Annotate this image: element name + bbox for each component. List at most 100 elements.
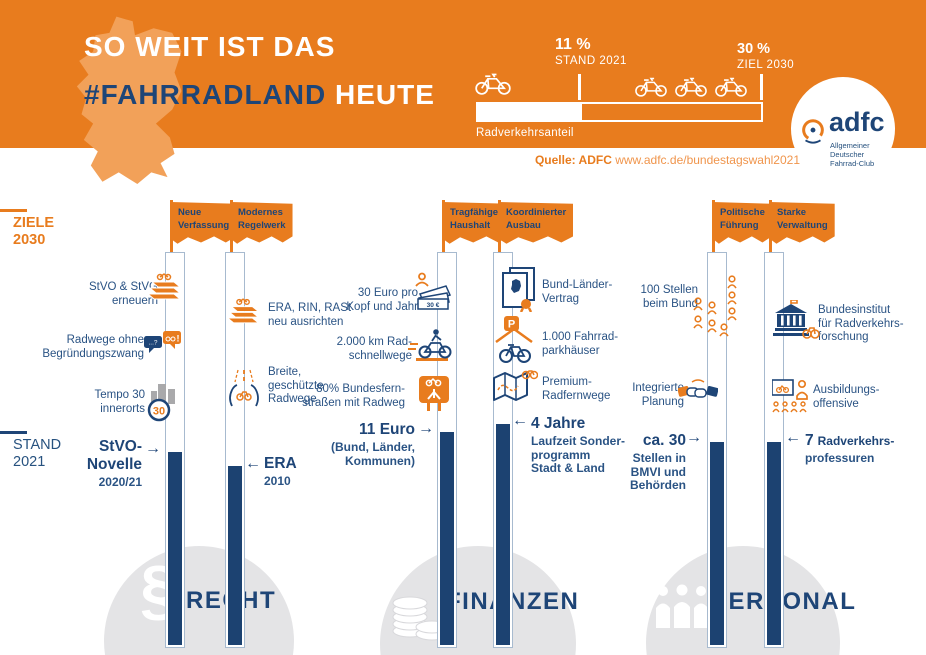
bike-parking-icon: P — [494, 316, 534, 364]
progress-current-block: 11 % STAND 2021 — [555, 36, 627, 69]
status-detail: professuren — [805, 451, 875, 465]
source-line: Quelle: ADFC www.adfc.de/bundestagswahl2… — [426, 153, 800, 167]
hashtag-text: #FAHRRADLAND — [84, 79, 327, 110]
goal-flag: Koordinierter Ausbau — [499, 202, 574, 244]
stand-2021-label: STAND 2021 — [13, 437, 62, 470]
goal-label: 80% Bundesfern- straßen mit Radweg — [302, 383, 405, 409]
progress-goal-value: 30 % — [737, 41, 771, 57]
page-title-line2: #FAHRRADLAND HEUTE — [84, 79, 435, 111]
progress-fill — [168, 451, 182, 645]
status-value: StVO- Novelle — [86, 438, 142, 473]
progress-goal-label: ZIEL 2030 — [737, 59, 795, 71]
goal-label: Tempo 30 innerorts — [94, 389, 145, 415]
stand-axis-line — [0, 431, 27, 434]
goal-label: Bund-Länder- Vertrag — [542, 279, 613, 305]
people-icon — [654, 584, 710, 630]
flag-label: Tragfähiger Haushalt — [450, 207, 502, 231]
level-arrow-right-icon: → — [145, 440, 161, 457]
goal-flag: Tragfähiger Haushalt — [443, 202, 509, 244]
source-label: Quelle: ADFC — [534, 153, 616, 167]
federal-roads-sign-icon — [416, 376, 452, 412]
handshake-icon — [678, 378, 718, 406]
route-map-icon — [492, 368, 538, 404]
protected-bike-lane-icon — [224, 368, 264, 408]
svg-text:!: ! — [177, 334, 180, 344]
status-block: 4 Jahre Laufzeit Sonder- programm Stadt &… — [531, 415, 625, 476]
progress-fill — [710, 442, 724, 645]
flag-label: Neue Verfassung — [178, 207, 230, 231]
contract-icon — [500, 266, 538, 312]
progress-current-label: STAND 2021 — [555, 55, 627, 67]
status-detail: (Bund, Länder, Kommunen) — [331, 440, 415, 468]
status-detail: Stellen in BMVI und Behörden — [629, 451, 686, 492]
goal-label: Premium- Radfernwege — [542, 376, 611, 402]
progress-tube — [707, 252, 727, 648]
svg-text:...?: ...? — [148, 340, 157, 347]
bicycle-icon — [634, 76, 668, 98]
goal-flag: Politische Führung — [713, 202, 772, 244]
adfc-logo-mark-icon — [799, 117, 827, 145]
status-detail: 2010 — [264, 474, 291, 488]
bicycle-icon — [714, 76, 748, 98]
bicycle-icon — [674, 76, 708, 98]
page-title-line1: SO WEIT IST DAS — [84, 31, 336, 62]
svg-text:30 €: 30 € — [427, 302, 440, 309]
per-capita-money-icon: 30 € — [412, 272, 454, 310]
status-value: ca. 30 — [642, 432, 686, 449]
bike-highway-icon — [408, 328, 454, 362]
goal-flag: Starke Verwaltung — [770, 202, 835, 244]
goal-label: Bundesinstitut für Radverkehrs- forschun… — [818, 304, 904, 343]
progress-current-value: 11 % — [555, 36, 591, 53]
goal-label: 2.000 km Rad- schnellwege — [336, 336, 412, 362]
goal-label: Integrierte Planung — [632, 382, 684, 408]
progress-caption: Radverkehrsanteil — [476, 127, 574, 139]
level-arrow-left-icon: ← — [785, 429, 801, 446]
tempo-30-icon: 30 — [144, 382, 184, 422]
progress-bar — [476, 102, 763, 122]
flag-label: Starke Verwaltung — [777, 207, 828, 231]
goal-flag: Modernes Regelwerk — [231, 202, 293, 244]
goal-label: 100 Stellen beim Bund — [640, 284, 698, 310]
status-value: ERA — [264, 455, 297, 472]
status-block: 7 Radverkehrs-professuren — [805, 432, 894, 466]
status-block: ca. 30 Stellen in BMVI und Behörden — [630, 432, 686, 493]
goal-label: Radwege ohne Begründungszwang — [42, 334, 144, 360]
svg-text:P: P — [508, 319, 515, 331]
level-arrow-right-icon: → — [686, 429, 702, 446]
level-arrow-left-icon: ← — [245, 455, 261, 472]
training-icon — [772, 378, 812, 414]
source-url-link[interactable]: www.adfc.de/bundestagswahl2021 — [615, 153, 800, 167]
status-block: StVO- Novelle 2020/21 — [87, 438, 142, 490]
progress-tube — [437, 252, 457, 648]
goal-flag: Neue Verfassung — [171, 202, 237, 244]
svg-text:30: 30 — [153, 406, 165, 418]
law-books-icon — [146, 272, 184, 300]
progress-fill — [767, 442, 781, 645]
progress-bar-fill — [478, 104, 582, 120]
staff-group-icon — [688, 274, 746, 344]
progress-tick-goal — [760, 74, 763, 100]
ziele-2030-label: ZIELE 2030 — [13, 215, 55, 248]
level-arrow-left-icon: ← — [512, 412, 528, 429]
goal-label: 1.000 Fahrrad- parkhäuser — [542, 331, 619, 357]
adfc-logo: adfc Allgemeiner Deutscher Fahrrad-Club — [791, 77, 895, 181]
status-value: 4 Jahre — [531, 415, 586, 432]
status-detail: Laufzeit Sonder- programm Stadt & Land — [531, 434, 626, 475]
adfc-brand-text: adfc — [829, 107, 885, 137]
germany-map-icon — [64, 12, 206, 198]
progress-tick-current — [578, 74, 581, 100]
guideline-books-icon — [226, 297, 262, 324]
status-block: 11 Euro (Bund, Länder, Kommunen) — [331, 421, 415, 468]
goal-label: 30 Euro pro Kopf und Jahr — [346, 287, 418, 313]
institute-icon — [770, 300, 820, 340]
status-value: 7 — [805, 432, 814, 449]
status-detail: 2020/21 — [98, 475, 142, 489]
flag-label: Modernes Regelwerk — [238, 207, 286, 231]
flag-label: Koordinierter Ausbau — [506, 207, 567, 231]
progress-tube — [165, 252, 185, 648]
status-value-suffix: Radverkehrs- — [817, 434, 895, 448]
progress-tube — [225, 252, 245, 648]
flag-label: Politische Führung — [720, 207, 765, 231]
progress-tube — [764, 252, 784, 648]
